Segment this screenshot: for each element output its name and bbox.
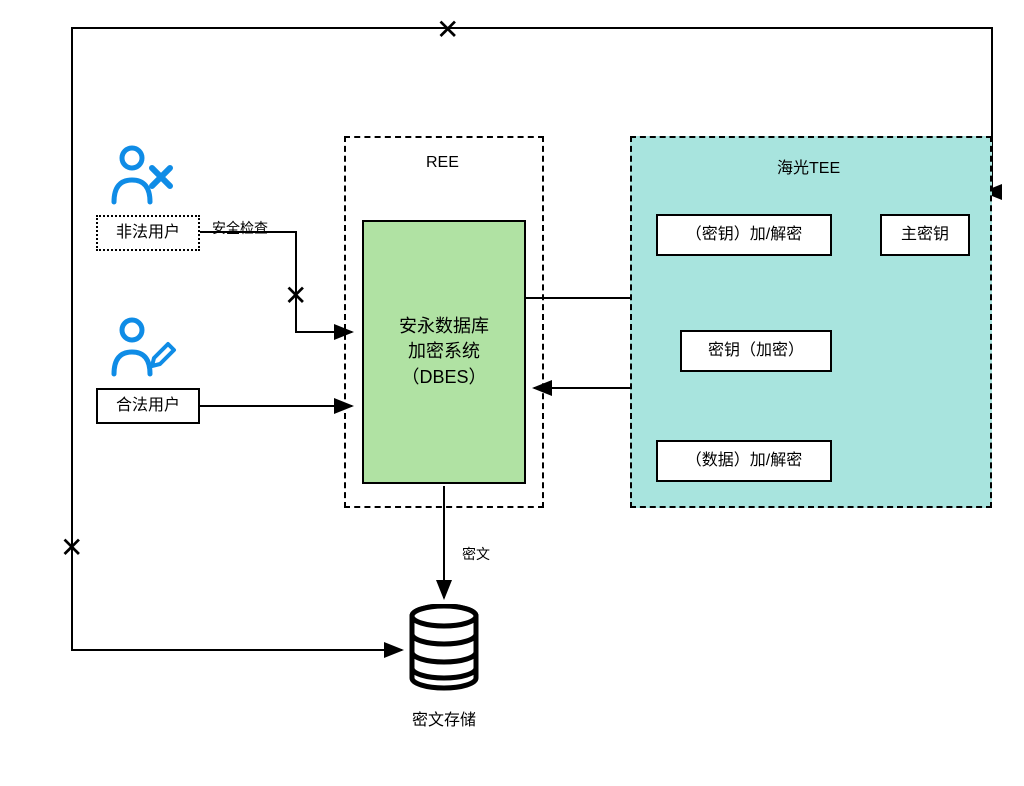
x-mark-bottom: ✕ <box>60 534 83 562</box>
legal-user-label: 合法用户 <box>116 395 180 417</box>
architecture-diagram: ✕ ✕ ✕ 非法用户 合法用户 安全检查 REE 安永数据库 加密系统 （DBE… <box>0 0 1024 786</box>
storage-label: 密文存储 <box>412 706 476 730</box>
illegal-user-label: 非法用户 <box>116 222 180 244</box>
ciphertext-label: 密文 <box>462 544 490 564</box>
ree-title: REE <box>426 154 459 172</box>
legal-user-icon <box>108 316 180 380</box>
security-check-label: 安全检查 <box>212 218 268 238</box>
legal-user-node: 合法用户 <box>96 388 200 424</box>
data-encdec-node: （数据）加/解密 <box>656 440 832 482</box>
dbes-label-2: 加密系统 <box>408 339 480 364</box>
x-mark-mid: ✕ <box>284 282 307 310</box>
data-encdec-label: （数据）加/解密 <box>686 450 802 472</box>
master-key-label: 主密钥 <box>901 224 949 246</box>
dbes-label-3: （DBES） <box>401 365 486 390</box>
storage-cylinder-icon <box>408 604 480 699</box>
master-key-node: 主密钥 <box>880 214 970 256</box>
key-encdec-node: （密钥）加/解密 <box>656 214 832 256</box>
dbes-node: 安永数据库 加密系统 （DBES） <box>362 220 526 484</box>
key-encrypted-label: 密钥（加密） <box>708 340 804 362</box>
tee-title: 海光TEE <box>777 154 840 178</box>
key-encdec-label: （密钥）加/解密 <box>686 224 802 246</box>
dbes-label-1: 安永数据库 <box>399 314 489 339</box>
key-encrypted-node: 密钥（加密） <box>680 330 832 372</box>
illegal-user-node: 非法用户 <box>96 215 200 251</box>
x-mark-top: ✕ <box>436 16 459 44</box>
illegal-user-icon <box>108 144 180 208</box>
